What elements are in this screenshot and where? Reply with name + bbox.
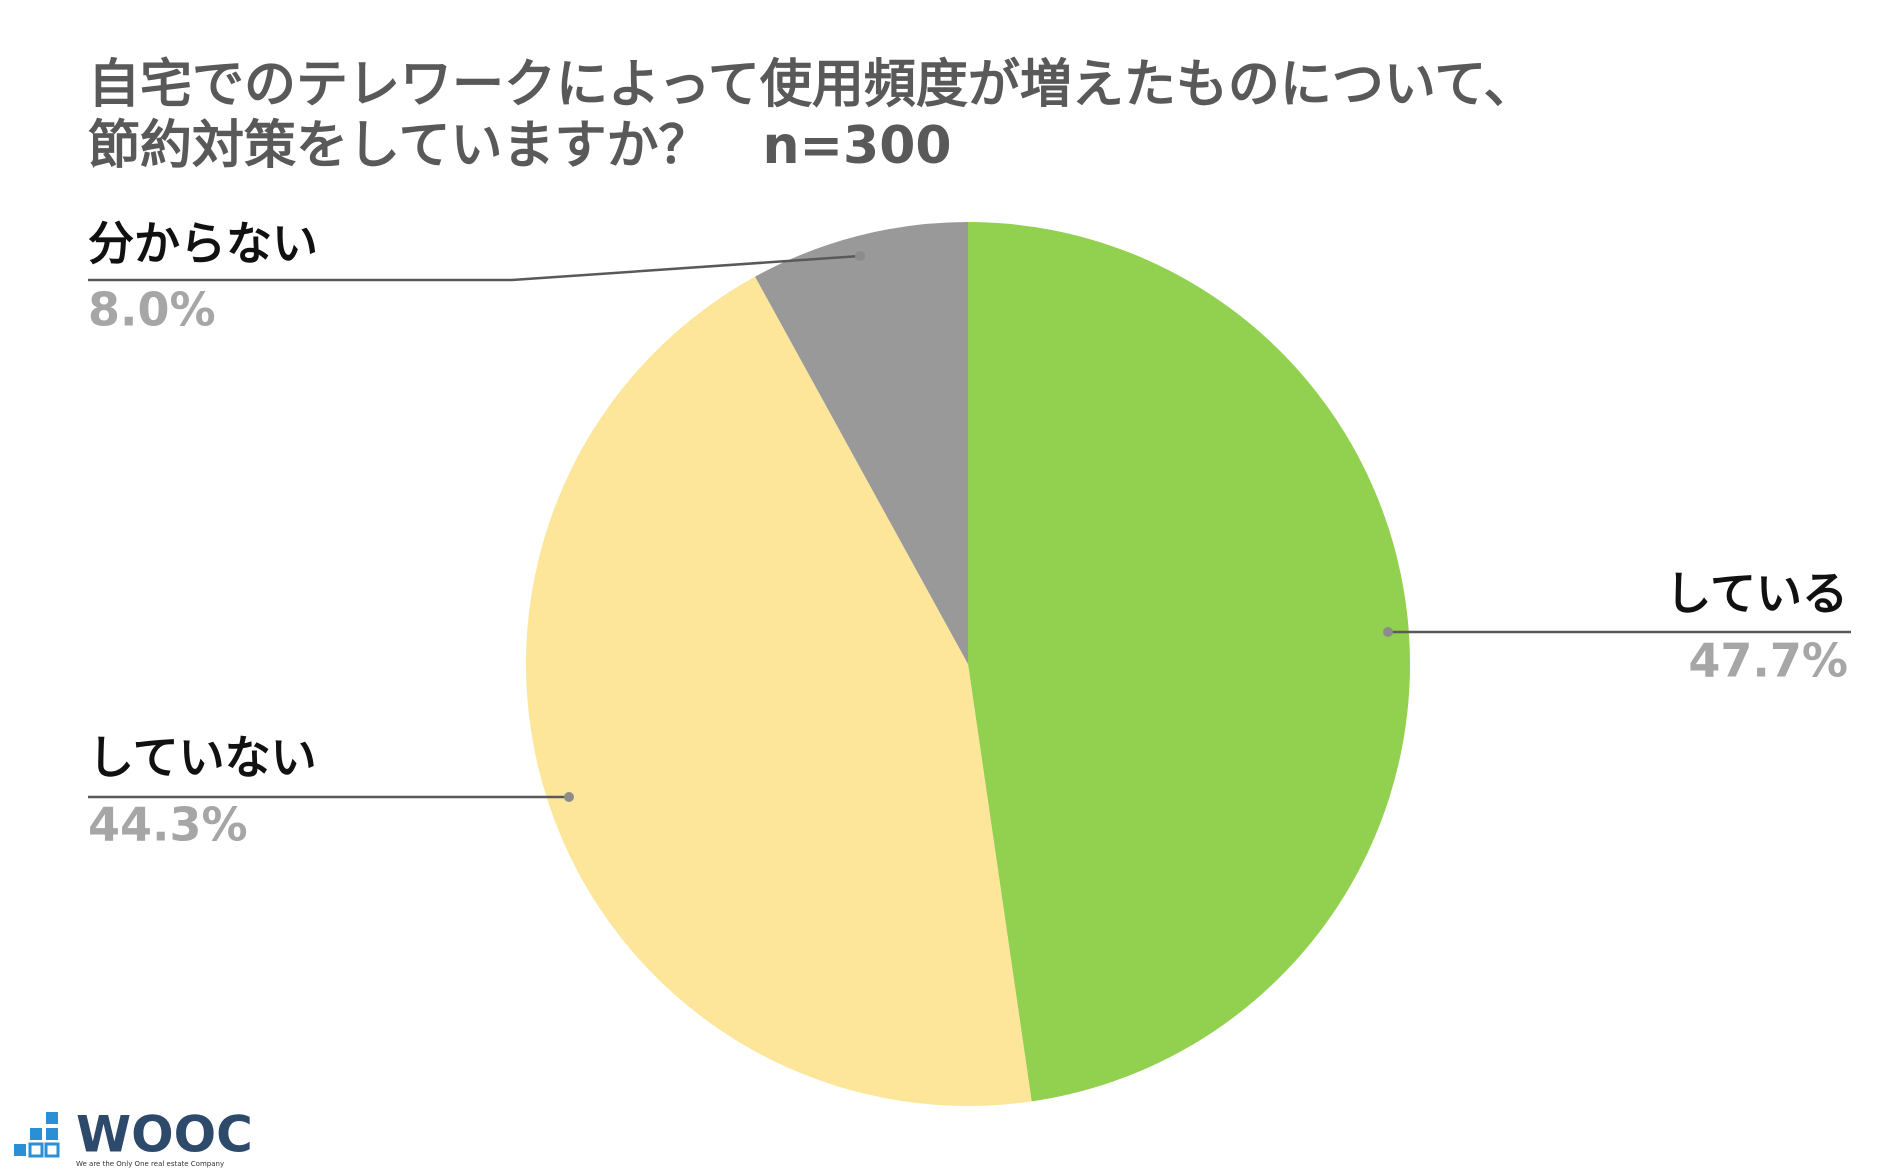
leader-dot bbox=[1383, 627, 1393, 637]
leader-dot bbox=[564, 792, 574, 802]
leader-line bbox=[88, 254, 861, 282]
leader-dot bbox=[855, 251, 865, 261]
slice-value: 44.3% bbox=[88, 798, 248, 852]
logo-name: WOOC bbox=[76, 1106, 253, 1164]
slice-label: している bbox=[1665, 567, 1848, 621]
chart-title: 自宅でのテレワークによって使用頻度が増えたものについて、 bbox=[88, 55, 1536, 115]
logo-block bbox=[30, 1128, 42, 1140]
logo-block bbox=[46, 1112, 58, 1124]
logo-block bbox=[46, 1128, 58, 1140]
logo-block bbox=[14, 1144, 26, 1156]
slice-value: 47.7% bbox=[1688, 634, 1848, 688]
pie-slice bbox=[968, 222, 1411, 1102]
pie-slice bbox=[755, 222, 968, 664]
logo-block bbox=[44, 1142, 60, 1158]
slice-label: していない bbox=[88, 731, 317, 785]
logo-block bbox=[28, 1142, 44, 1158]
logo: WOOC We are the Only One real estate Com… bbox=[14, 1106, 253, 1168]
pie-slice bbox=[526, 276, 1032, 1106]
slice-value: 8.0% bbox=[88, 283, 216, 337]
logo-tagline: We are the Only One real estate Company bbox=[76, 1160, 224, 1168]
slice-label: 分からない bbox=[88, 217, 318, 271]
chart-title: 節約対策をしていますか？ n=300 bbox=[88, 116, 952, 176]
